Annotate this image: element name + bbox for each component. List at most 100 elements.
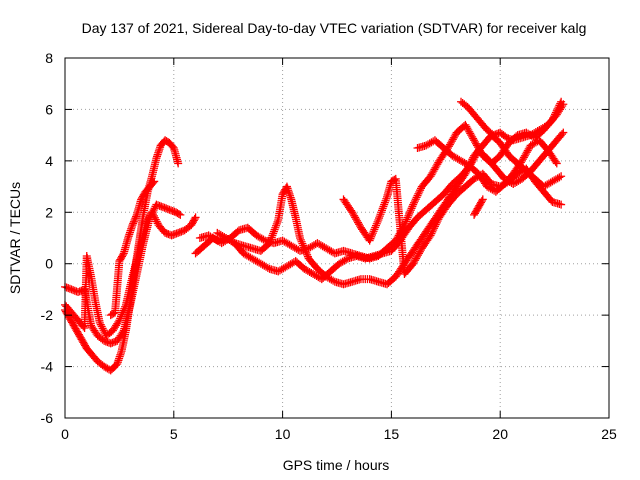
data-point [467, 131, 476, 140]
data-point [152, 217, 161, 226]
data-series-6 [213, 128, 568, 284]
x-tick-label: 25 [601, 426, 617, 442]
data-series-3 [106, 177, 159, 320]
data-point [382, 194, 391, 203]
data-point [551, 157, 560, 166]
data-point [379, 202, 388, 211]
data-point [268, 231, 277, 240]
data-point [430, 224, 439, 233]
y-tick-label: -2 [41, 307, 54, 323]
data-point [555, 173, 564, 182]
data-point [259, 235, 268, 244]
data-point [130, 216, 139, 224]
chart-title: Day 137 of 2021, Sidereal Day-to-day VTE… [82, 20, 587, 36]
data-point [471, 138, 480, 146]
data-point [405, 209, 414, 218]
data-point [368, 229, 377, 238]
data-point [117, 310, 126, 319]
data-point [414, 189, 423, 198]
data-point [470, 136, 479, 145]
data-point [472, 139, 481, 148]
data-point [353, 216, 362, 225]
data-point [411, 256, 420, 265]
y-axis-label: SDTVAR / TECUs [7, 182, 23, 294]
data-point [366, 234, 375, 243]
data-point [354, 218, 363, 227]
x-tick-label: 0 [61, 426, 69, 442]
data-point [426, 172, 435, 181]
data-point [448, 135, 457, 144]
data-point [348, 208, 357, 217]
data-point [300, 245, 309, 254]
data-point [410, 258, 419, 266]
data-point [406, 206, 415, 215]
data-point [430, 222, 439, 231]
data-series-9 [457, 97, 568, 145]
marks-layer [61, 97, 568, 375]
data-point [368, 230, 377, 239]
data-point [410, 198, 419, 207]
data-series-10 [470, 195, 487, 219]
data-point [377, 208, 386, 217]
data-point [427, 229, 436, 238]
ticks-layer: 0 5 10 15 20 25 -6 -4 -2 0 2 4 6 8 [41, 50, 617, 442]
data-point [270, 225, 279, 234]
y-tick-label: 6 [45, 101, 53, 117]
data-point [461, 120, 470, 129]
data-point [297, 237, 306, 246]
data-point [272, 221, 281, 230]
data-point [427, 170, 436, 179]
y-tick-label: 8 [45, 50, 53, 66]
data-point [390, 175, 399, 184]
data-point [407, 204, 416, 213]
data-point [355, 220, 364, 229]
data-point [413, 191, 422, 200]
x-tick-label: 5 [170, 426, 178, 442]
data-point [375, 212, 384, 221]
data-point [115, 316, 124, 325]
data-point [151, 215, 160, 224]
data-point [352, 215, 361, 224]
data-point [132, 212, 141, 221]
data-point [432, 162, 441, 170]
data-point [301, 247, 310, 256]
data-point [425, 233, 434, 242]
data-point [378, 204, 387, 213]
data-point [95, 318, 104, 327]
data-point [120, 304, 129, 313]
data-point [426, 231, 435, 240]
data-point [520, 151, 529, 160]
data-point [478, 195, 487, 204]
data-series-8 [413, 136, 561, 196]
data-point [372, 219, 381, 228]
data-point [129, 217, 138, 226]
data-point [477, 196, 486, 205]
data-point [116, 314, 125, 323]
data-point [445, 140, 454, 149]
data-point [447, 137, 456, 146]
data-point [381, 196, 390, 205]
data-point [524, 144, 533, 153]
data-point [559, 128, 568, 137]
data-point [176, 210, 185, 219]
x-tick-label: 10 [275, 426, 291, 442]
data-point [128, 221, 137, 230]
data-point [296, 235, 305, 244]
data-point [351, 213, 360, 222]
data-point [400, 221, 409, 230]
data-point [416, 186, 425, 195]
data-point [376, 210, 385, 219]
data-point [450, 132, 459, 140]
data-point [302, 248, 311, 257]
data-point [299, 243, 308, 252]
data-point [190, 214, 199, 223]
data-point [263, 263, 272, 272]
x-axis-label: GPS time / hours [283, 457, 390, 473]
data-point [411, 195, 420, 204]
data-point [519, 153, 528, 162]
data-point [414, 249, 423, 258]
data-point [141, 221, 150, 230]
data-point [466, 129, 475, 138]
data-point [403, 213, 412, 222]
